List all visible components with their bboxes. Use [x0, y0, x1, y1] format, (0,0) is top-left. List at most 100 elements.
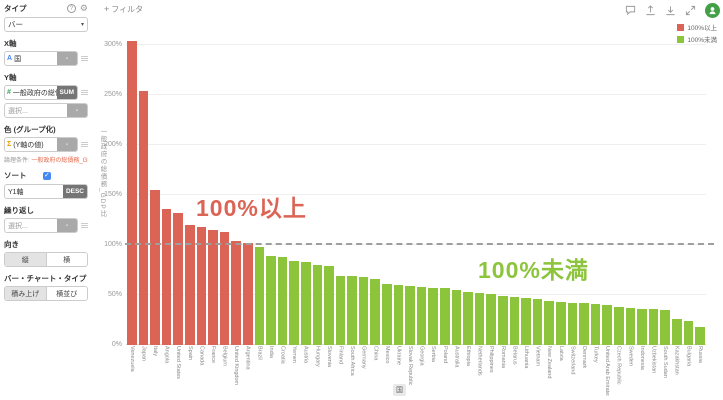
bar-denmark[interactable]: [579, 303, 589, 345]
bar-hungary[interactable]: [312, 265, 323, 345]
bar-belgium[interactable]: [219, 232, 230, 345]
bar-yemen[interactable]: [289, 261, 299, 345]
bar-romania[interactable]: [498, 296, 508, 345]
x-label: Georgia: [418, 346, 425, 366]
bar-mexico[interactable]: [382, 284, 392, 345]
bar-new-zealand[interactable]: [544, 301, 554, 345]
bar-finland[interactable]: [335, 276, 346, 345]
stacked-option[interactable]: 積み上げ: [5, 287, 46, 300]
add-filter-button[interactable]: + フィルタ: [104, 4, 143, 15]
bar-bulgaria[interactable]: [683, 321, 694, 345]
bar-venezuela[interactable]: [127, 41, 137, 345]
orientation-horizontal-option[interactable]: 横: [45, 253, 87, 266]
bar-japan[interactable]: [138, 91, 149, 345]
drag-handle-icon[interactable]: [81, 142, 88, 147]
bar-ukraine[interactable]: [393, 285, 404, 345]
side-by-side-option[interactable]: 横並び: [45, 287, 87, 300]
filter-label: フィルタ: [111, 5, 144, 14]
y-axis-secondary-agg-button[interactable]: -: [67, 104, 87, 117]
condition-link[interactable]: 一般政府の総債務_GDP比 ...: [31, 158, 88, 164]
bar-sweden[interactable]: [625, 308, 636, 345]
bar-china[interactable]: [370, 279, 381, 345]
legend-item-above[interactable]: 100%以上: [677, 22, 717, 32]
orientation-vertical-option[interactable]: 縦: [5, 253, 46, 266]
orientation-toggle: 縦 横: [4, 252, 88, 267]
orientation-label: 向き: [4, 240, 19, 249]
bar-uzbekistan[interactable]: [648, 309, 659, 345]
y-axis-agg-button[interactable]: SUM: [56, 86, 77, 99]
bar-france[interactable]: [208, 230, 218, 345]
x-label: Sweden: [627, 346, 634, 366]
color-agg-button[interactable]: -: [57, 138, 77, 151]
repeat-agg-button[interactable]: -: [57, 219, 77, 232]
y-axis-secondary-field[interactable]: 選択... -: [4, 103, 88, 118]
bar-russia[interactable]: [695, 327, 705, 345]
legend: 100%以上 100%未満: [677, 22, 717, 46]
bar-australia[interactable]: [451, 290, 462, 345]
bar-brazil[interactable]: [254, 247, 265, 345]
upload-icon[interactable]: [645, 5, 656, 16]
x-label: Turkey: [592, 346, 599, 363]
y-axis-secondary-placeholder: 選択...: [8, 107, 28, 115]
chart-type-select[interactable]: バー ▾: [4, 17, 88, 32]
gear-icon[interactable]: ⚙: [79, 3, 88, 13]
sort-field[interactable]: Y1軸 DESC: [4, 184, 88, 199]
bar-slovenia[interactable]: [324, 266, 334, 345]
color-field[interactable]: Σ (Y軸の値) -: [4, 137, 78, 152]
bar-italy[interactable]: [150, 190, 160, 345]
avatar[interactable]: [705, 3, 720, 18]
bar-austria[interactable]: [300, 262, 311, 345]
x-label: Japan: [140, 346, 147, 361]
bar-belarus[interactable]: [509, 297, 520, 345]
comment-icon[interactable]: [625, 5, 636, 16]
bar-canada[interactable]: [196, 227, 207, 345]
bar-south-sudan[interactable]: [660, 310, 670, 345]
bar-vietnam[interactable]: [532, 299, 543, 345]
legend-item-below[interactable]: 100%未満: [677, 34, 717, 44]
drag-handle-icon[interactable]: [81, 223, 88, 228]
bar-ethiopia[interactable]: [463, 292, 473, 345]
bar-south-africa[interactable]: [347, 276, 357, 345]
y-axis-field[interactable]: # 一般政府の総債務_... SUM: [4, 85, 78, 100]
bar-india[interactable]: [266, 256, 276, 345]
bar-czech-republic[interactable]: [613, 307, 624, 345]
bar-lithuania[interactable]: [521, 298, 531, 345]
bar-kazakhstan[interactable]: [671, 319, 682, 345]
bar-argentina[interactable]: [242, 243, 253, 345]
x-label: Argentina: [244, 346, 251, 370]
bar-indonesia[interactable]: [637, 309, 647, 345]
bar-germany[interactable]: [358, 277, 369, 345]
bar-switzerland[interactable]: [567, 303, 578, 345]
bar-united-arab-emirates[interactable]: [602, 305, 612, 345]
help-icon[interactable]: ?: [66, 4, 76, 13]
bar-united-kingdom[interactable]: [231, 241, 241, 345]
download-icon[interactable]: [665, 5, 676, 16]
x-axis-agg-button[interactable]: -: [57, 52, 77, 65]
bar-latvia[interactable]: [555, 302, 566, 345]
expand-icon[interactable]: [685, 5, 696, 16]
bar-slovak-republic[interactable]: [405, 286, 415, 345]
bar-spain[interactable]: [184, 225, 195, 345]
x-axis-field[interactable]: A 国 -: [4, 51, 78, 66]
x-label: Lithuania: [522, 346, 529, 369]
bar-croatia[interactable]: [277, 257, 288, 345]
x-label: France: [209, 346, 216, 364]
x-axis-title[interactable]: 国: [393, 384, 406, 396]
bar-netherlands[interactable]: [474, 293, 485, 345]
bar-serbia[interactable]: [428, 288, 439, 345]
bar-poland[interactable]: [440, 288, 450, 345]
drag-handle-icon[interactable]: [81, 56, 88, 61]
plus-icon: +: [104, 4, 110, 14]
repeat-placeholder: 選択...: [8, 222, 28, 230]
y-tick: 200%: [104, 141, 122, 148]
sort-order-button[interactable]: DESC: [62, 185, 87, 198]
bar-philippines[interactable]: [486, 294, 496, 345]
sort-checkbox[interactable]: [42, 171, 51, 180]
drag-handle-icon[interactable]: [81, 90, 88, 95]
bar-turkey[interactable]: [590, 304, 601, 345]
bar-georgia[interactable]: [416, 287, 427, 345]
x-label: Netherlands: [476, 346, 483, 376]
repeat-field[interactable]: 選択... -: [4, 218, 78, 233]
bar-angola[interactable]: [161, 209, 172, 345]
bar-united-states[interactable]: [173, 213, 183, 345]
